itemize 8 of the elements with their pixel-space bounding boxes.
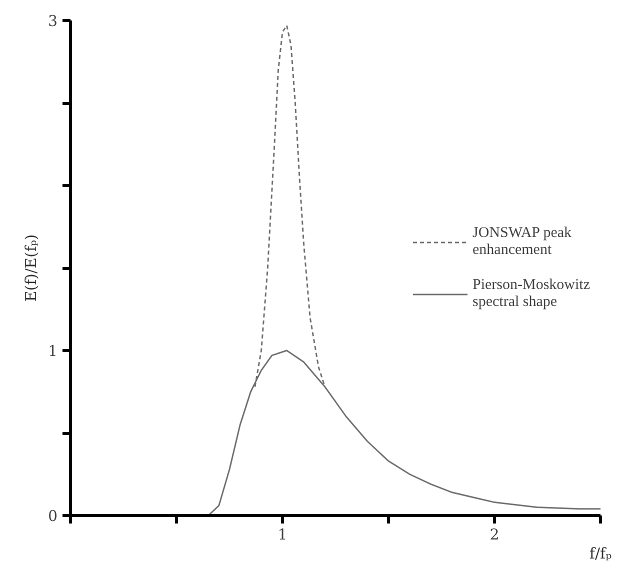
legend-label: Pierson-Moskowitz spectral shape (472, 276, 590, 310)
legend-label: JONSWAP peak enhancement (472, 224, 572, 258)
x-axis-title: f/fₚ (589, 544, 612, 562)
y-tick-label: 1 (48, 342, 58, 360)
y-tick-label: 0 (48, 507, 58, 525)
y-tick-label: 3 (48, 12, 58, 30)
y-axis-title: E(f)/E(fₚ) (22, 234, 40, 302)
x-tick-label: 2 (490, 526, 500, 544)
